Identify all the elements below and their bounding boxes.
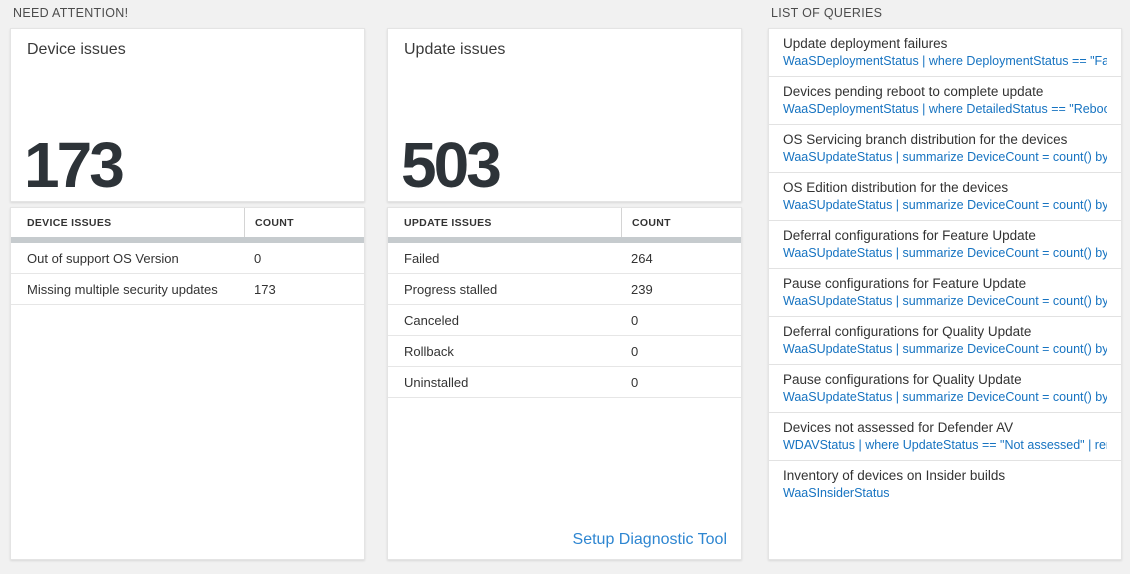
device-issues-table-body: Out of support OS Version 0 Missing multip… [11,243,364,305]
query-text: WaaSUpdateStatus | summarize DeviceCount… [783,294,1107,308]
table-row[interactable]: Failed 264 [388,243,741,274]
query-list-item[interactable]: OS Edition distribution for the devices W… [769,173,1121,221]
column-header-count[interactable]: COUNT [244,208,364,237]
query-list-item[interactable]: Pause configurations for Feature Update W… [769,269,1121,317]
issue-count: 264 [631,250,653,266]
device-issues-table-header: DEVICE ISSUES COUNT [11,208,364,237]
list-of-queries-section-label: LIST OF QUERIES [771,6,883,20]
query-list: Update deployment failures WaaSDeployment… [769,29,1121,508]
table-header-divider [388,237,741,243]
query-text: WaaSUpdateStatus | summarize DeviceCount… [783,390,1107,404]
issue-label: Rollback [404,343,454,359]
table-row[interactable]: Progress stalled 239 [388,274,741,305]
issue-count: 0 [631,374,639,390]
query-text: WaaSDeploymentStatus | where DeploymentS… [783,54,1107,68]
device-issues-card-title: Device issues [27,41,126,58]
query-title: Deferral configurations for Feature Upda… [783,228,1036,243]
query-title: Devices pending reboot to complete updat… [783,84,1044,99]
update-issues-table-header: UPDATE ISSUES COUNT [388,208,741,237]
query-list-item[interactable]: Deferral configurations for Feature Upda… [769,221,1121,269]
query-title: Deferral configurations for Quality Upda… [783,324,1032,339]
update-issues-card-title: Update issues [404,41,506,58]
issue-label: Failed [404,250,440,266]
query-text: WaaSUpdateStatus | summarize DeviceCount… [783,198,1107,212]
query-list-item[interactable]: Devices not assessed for Defender AV WDAV… [769,413,1121,461]
device-issues-table: DEVICE ISSUES COUNT Out of support OS Ve… [10,207,365,560]
query-title: OS Edition distribution for the devices [783,180,1009,195]
column-header-count[interactable]: COUNT [621,208,741,237]
query-list-item[interactable]: OS Servicing branch distribution for the… [769,125,1121,173]
query-title: OS Servicing branch distribution for the… [783,132,1068,147]
device-issues-card[interactable]: Device issues 173 [10,28,365,202]
column-header-update-issues[interactable]: UPDATE ISSUES [404,216,492,229]
setup-diagnostic-tool-link[interactable]: Setup Diagnostic Tool [572,531,727,548]
update-issues-table-body: Failed 264 Progress stalled 239 Canceled 0 Rol… [388,243,741,398]
column-header-device-issues[interactable]: DEVICE ISSUES [27,216,112,229]
issue-label: Canceled [404,312,459,328]
query-list-item[interactable]: Deferral configurations for Quality Upda… [769,317,1121,365]
query-title: Devices not assessed for Defender AV [783,420,1014,435]
issue-count: 239 [631,281,653,297]
query-list-panel: Update deployment failures WaaSDeployment… [768,28,1122,560]
query-list-item[interactable]: Devices pending reboot to complete updat… [769,77,1121,125]
query-text: WaaSUpdateStatus | summarize DeviceCount… [783,342,1107,356]
issue-count: 173 [254,281,276,297]
query-title: Inventory of devices on Insider builds [783,468,1006,483]
update-issues-count: 503 [401,129,502,201]
query-text: WaaSInsiderStatus [783,486,890,500]
query-title: Update deployment failures [783,36,948,51]
table-row[interactable]: Missing multiple security updates 173 [11,274,364,305]
issue-count: 0 [631,312,639,328]
query-list-item[interactable]: Update deployment failures WaaSDeployment… [769,29,1121,77]
issue-count: 0 [254,250,262,266]
table-row[interactable]: Uninstalled 0 [388,367,741,398]
query-text: WaaSUpdateStatus | summarize DeviceCount… [783,150,1107,164]
issue-label: Out of support OS Version [27,250,179,266]
query-list-item[interactable]: Pause configurations for Quality Update W… [769,365,1121,413]
issue-label: Uninstalled [404,374,469,390]
device-issues-count: 173 [24,129,125,201]
query-text: WDAVStatus | where UpdateStatus == "Not … [783,438,1107,452]
query-title: Pause configurations for Feature Update [783,276,1027,291]
query-title: Pause configurations for Quality Update [783,372,1022,387]
issue-label: Progress stalled [404,281,498,297]
need-attention-section-label: NEED ATTENTION! [13,6,129,20]
issue-count: 0 [631,343,639,359]
table-header-divider [11,237,364,243]
table-row[interactable]: Rollback 0 [388,336,741,367]
query-text: WaaSUpdateStatus | summarize DeviceCount… [783,246,1107,260]
query-text: WaaSDeploymentStatus | where DetailedSta… [783,102,1107,116]
table-row[interactable]: Canceled 0 [388,305,741,336]
table-row[interactable]: Out of support OS Version 0 [11,243,364,274]
issue-label: Missing multiple security updates [27,281,218,297]
query-list-item[interactable]: Inventory of devices on Insider builds Wa… [769,461,1121,508]
update-issues-table: UPDATE ISSUES COUNT Failed 264 Progress st… [387,207,742,560]
update-issues-card[interactable]: Update issues 503 [387,28,742,202]
